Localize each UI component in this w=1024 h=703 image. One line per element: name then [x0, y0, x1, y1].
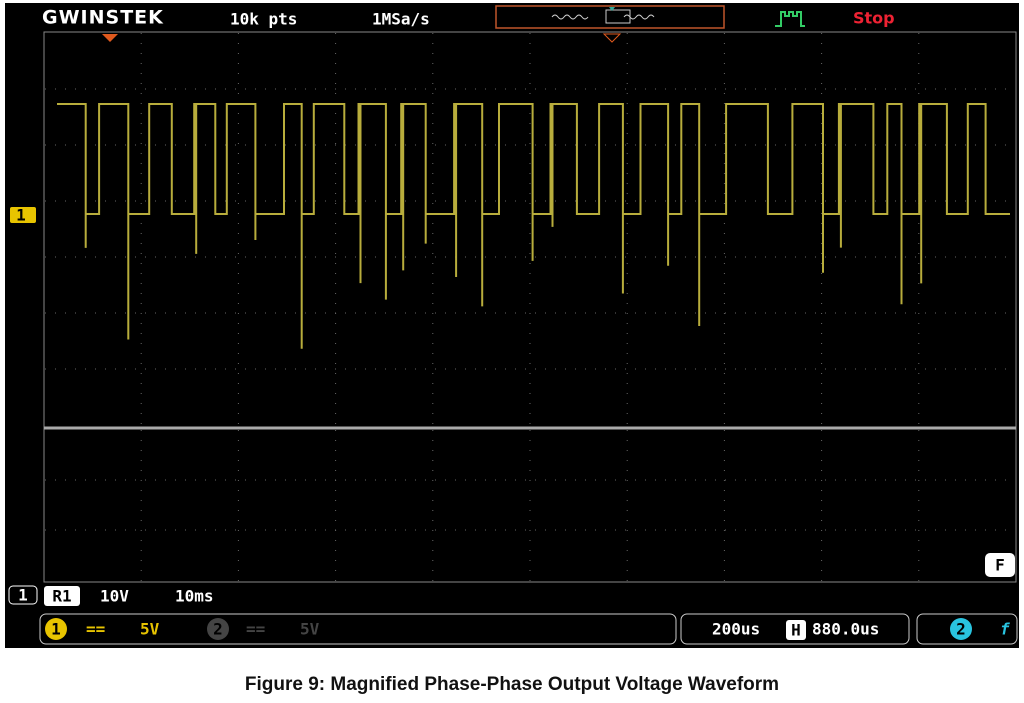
channel-panel — [39, 613, 677, 645]
channel-marker: 1 — [16, 206, 26, 225]
trigger-source: 2 — [956, 620, 966, 639]
ch2-coupling: == — [246, 620, 265, 639]
ch2-scale: 5V — [300, 620, 320, 639]
ref-label: R1 — [52, 587, 71, 606]
sample-rate: 1MSa/s — [372, 10, 430, 29]
function-key: F — [995, 556, 1005, 575]
position-icon-box — [786, 620, 806, 640]
ch1-badge — [45, 618, 67, 640]
ch1-scale: 5V — [140, 620, 160, 639]
trigger-panel — [916, 613, 1018, 645]
caption: Figure 9: Magnified Phase-Phase Output V… — [245, 674, 779, 695]
ch1-number: 1 — [51, 620, 61, 639]
record-length: 10k pts — [230, 10, 297, 29]
ref-channel-box — [8, 585, 38, 605]
position-icon: H — [791, 621, 801, 640]
timebase: 200us — [712, 620, 760, 639]
memory-bar — [495, 5, 725, 29]
brand: GWINSTEK — [42, 7, 164, 29]
screen — [5, 3, 1019, 648]
view-window — [605, 9, 631, 24]
function-key-box — [985, 553, 1015, 577]
trigger-point — [609, 7, 615, 11]
ref-scale: 10V — [100, 587, 129, 606]
graticule-border — [43, 31, 1017, 583]
ch2-number: 2 — [213, 620, 223, 639]
trigger-icon — [775, 11, 805, 27]
timebase-panel — [680, 613, 910, 645]
waveform — [57, 103, 1010, 349]
center-marker — [602, 33, 622, 43]
trigger-source-badge — [950, 618, 972, 640]
run-state: Stop — [853, 9, 895, 28]
ref-time: 10ms — [175, 587, 214, 606]
memory-wave — [551, 14, 655, 20]
ch2-badge — [207, 618, 229, 640]
ref-channel: 1 — [18, 586, 28, 605]
position: 880.0us — [812, 620, 879, 639]
trigger-position-marker — [102, 34, 118, 42]
ch1-coupling: == — [86, 620, 105, 639]
trigger-slope: f — [1000, 620, 1010, 639]
channel-marker-box — [10, 207, 36, 223]
ref-label-box — [44, 586, 80, 606]
